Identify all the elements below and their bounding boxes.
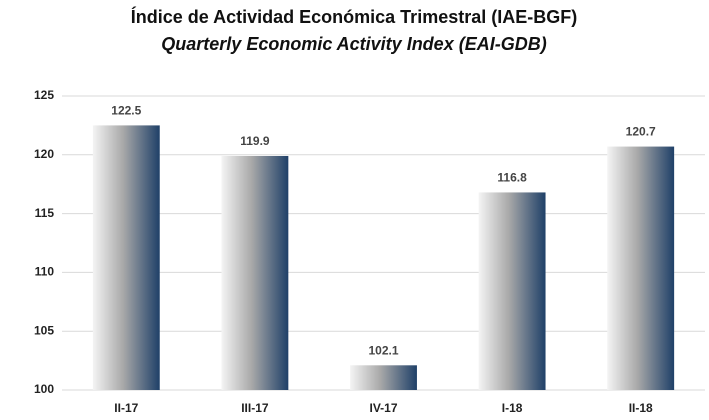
y-tick-label: 110 xyxy=(35,265,55,279)
data-label: 119.9 xyxy=(240,134,270,148)
x-tick-label: I-18 xyxy=(502,401,523,415)
data-label: 116.8 xyxy=(497,171,527,185)
y-tick-label: 120 xyxy=(34,147,54,161)
data-label: 122.5 xyxy=(111,104,141,118)
y-tick-label: 100 xyxy=(34,382,54,396)
chart-title: Índice de Actividad Económica Trimestral… xyxy=(131,6,577,27)
y-tick-label: 125 xyxy=(34,88,54,102)
bar xyxy=(92,125,160,391)
bar xyxy=(607,146,675,390)
bar xyxy=(350,365,417,390)
y-tick-label: 105 xyxy=(34,323,54,337)
x-tick-label: II-17 xyxy=(114,401,138,415)
x-tick-label: IV-17 xyxy=(369,401,397,415)
bar xyxy=(478,192,546,390)
y-tick-label: 115 xyxy=(35,206,55,220)
bar xyxy=(221,155,289,390)
data-label: 120.7 xyxy=(626,125,656,139)
x-tick-label: III-17 xyxy=(241,401,269,415)
x-tick-label: II-18 xyxy=(629,401,653,415)
chart-subtitle: Quarterly Economic Activity Index (EAI-G… xyxy=(161,34,546,54)
data-label: 102.1 xyxy=(368,343,398,357)
